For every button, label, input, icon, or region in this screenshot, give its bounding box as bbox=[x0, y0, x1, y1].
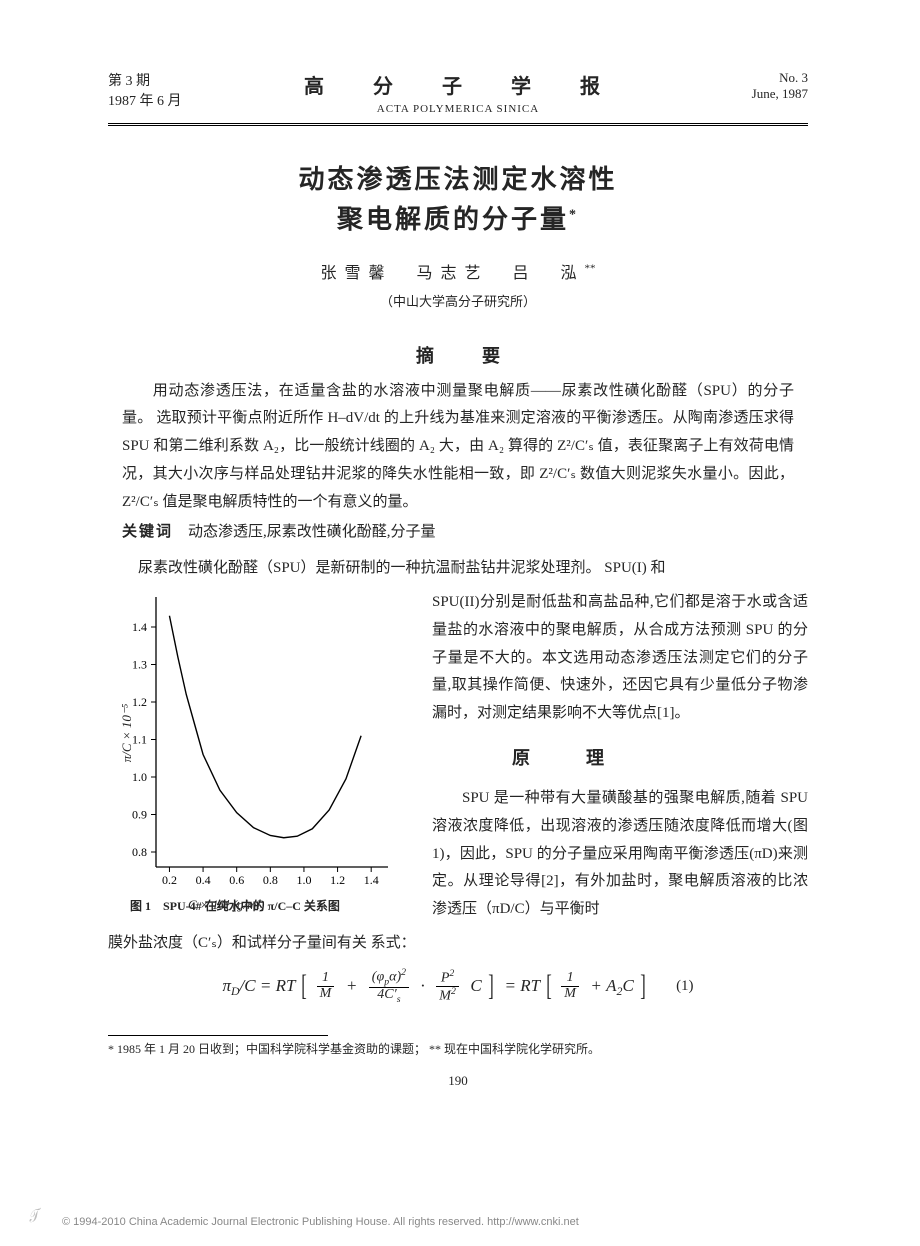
svg-text:1.4: 1.4 bbox=[364, 873, 379, 887]
journal-name-en: ACTA POLYMERICA SINICA bbox=[248, 103, 668, 115]
lead-sentence: 尿素改性磺化酚醛（SPU）是新研制的一种抗温耐盐钻井泥浆处理剂。 SPU(I) … bbox=[108, 555, 808, 583]
equation-number: (1) bbox=[676, 978, 694, 995]
figure-column: 0.80.91.01.11.21.31.40.20.40.60.81.01.21… bbox=[108, 589, 418, 914]
x-axis-label: C × 10⁴ (g/ml) bbox=[188, 897, 264, 913]
header-rule bbox=[108, 123, 808, 126]
lead-text: 尿素改性磺化酚醛（SPU）是新研制的一种抗温耐盐钻井泥浆处理剂。 SPU(I) … bbox=[138, 560, 666, 576]
svg-text:0.4: 0.4 bbox=[196, 873, 211, 887]
author-sup: ** bbox=[585, 262, 596, 274]
keywords-line: 关键词 动态渗透压,尿素改性磺化酚醛,分子量 bbox=[122, 520, 794, 541]
figure-caption: 图 1 SPU-4# 在纯水中的 π/C–C 关系图 bbox=[130, 897, 418, 914]
issue-cn: 第 3 期 bbox=[108, 70, 248, 90]
date-en: June, 1987 bbox=[668, 86, 808, 102]
chart-svg: 0.80.91.01.11.21.31.40.20.40.60.81.01.21… bbox=[108, 589, 400, 891]
y-axis-label: π/C × 10⁻⁵ bbox=[119, 704, 135, 762]
svg-text:1.2: 1.2 bbox=[330, 873, 345, 887]
membrane-line: 膜外盐浓度（C′ₛ）和试样分子量间有关 系式： bbox=[108, 930, 808, 958]
footnote-rule bbox=[108, 1035, 328, 1036]
header-center: 高 分 子 学 报 ACTA POLYMERICA SINICA bbox=[248, 70, 668, 115]
svg-text:1.4: 1.4 bbox=[132, 620, 147, 634]
authors-line: 张雪馨 马志艺 吕 泓** bbox=[108, 259, 808, 283]
article-title: 动态渗透压法测定水溶性 聚电解质的分子量* bbox=[108, 160, 808, 241]
svg-text:1.0: 1.0 bbox=[132, 770, 147, 784]
header-left: 第 3 期 1987 年 6 月 bbox=[108, 70, 248, 110]
running-header: 第 3 期 1987 年 6 月 高 分 子 学 报 ACTA POLYMERI… bbox=[108, 70, 808, 115]
svg-text:1.0: 1.0 bbox=[296, 873, 311, 887]
svg-text:0.8: 0.8 bbox=[132, 845, 147, 859]
figure-1: 0.80.91.01.11.21.31.40.20.40.60.81.01.21… bbox=[108, 589, 400, 891]
issue-en: No. 3 bbox=[668, 70, 808, 86]
date-cn: 1987 年 6 月 bbox=[108, 90, 248, 110]
scan-artifact-icon: 𝒯 bbox=[25, 1207, 42, 1228]
equation-body: πD/C = RT [ 1M + (φpα)24C′s · P2M2 C ] =… bbox=[222, 968, 648, 1006]
affiliation: （中山大学高分子研究所） bbox=[108, 291, 808, 310]
header-right: No. 3 June, 1987 bbox=[668, 70, 808, 102]
title-footnote-mark: * bbox=[569, 208, 579, 223]
text-column: SPU(II)分别是耐低盐和高盐品种,它们都是溶于水或含适量盐的水溶液中的聚电解… bbox=[418, 589, 808, 924]
paragraph-2-text: SPU 是一种带有大量磺酸基的强聚电解质,随着 SPU 溶液浓度降低，出现溶液的… bbox=[432, 790, 808, 917]
svg-text:0.6: 0.6 bbox=[229, 873, 244, 887]
copyright-footer: © 1994-2010 China Academic Journal Elect… bbox=[62, 1216, 579, 1228]
title-line2: 聚电解质的分子量 bbox=[337, 205, 569, 234]
equation-1: πD/C = RT [ 1M + (φpα)24C′s · P2M2 C ] =… bbox=[108, 968, 808, 1006]
journal-name-cn: 高 分 子 学 报 bbox=[258, 70, 668, 99]
footnote: * 1985 年 1 月 20 日收到；中国科学院科学基金资助的课题； ** 现… bbox=[108, 1040, 808, 1057]
svg-text:0.2: 0.2 bbox=[162, 873, 177, 887]
svg-text:0.8: 0.8 bbox=[263, 873, 278, 887]
author-names: 张雪馨 马志艺 吕 泓 bbox=[320, 265, 584, 282]
svg-text:1.3: 1.3 bbox=[132, 658, 147, 672]
page-number: 190 bbox=[108, 1073, 808, 1089]
abstract-text: 用动态渗透压法，在适量含盐的水溶液中测量聚电解质——尿素改性磺化酚醛（SPU）的… bbox=[122, 383, 794, 510]
two-column-block: 0.80.91.01.11.21.31.40.20.40.60.81.01.21… bbox=[108, 589, 808, 924]
page: 第 3 期 1987 年 6 月 高 分 子 学 报 ACTA POLYMERI… bbox=[0, 0, 920, 1246]
svg-text:0.9: 0.9 bbox=[132, 808, 147, 822]
title-line1: 动态渗透压法测定水溶性 bbox=[298, 165, 617, 194]
paragraph-2: SPU 是一种带有大量磺酸基的强聚电解质,随着 SPU 溶液浓度降低，出现溶液的… bbox=[432, 785, 808, 924]
section-heading: 原理 bbox=[512, 742, 808, 775]
abstract-body: 用动态渗透压法，在适量含盐的水溶液中测量聚电解质——尿素改性磺化酚醛（SPU）的… bbox=[122, 378, 794, 517]
keywords-label: 关键词 bbox=[122, 524, 173, 540]
content-column: 第 3 期 1987 年 6 月 高 分 子 学 报 ACTA POLYMERI… bbox=[108, 70, 808, 1089]
keywords-text: 动态渗透压,尿素改性磺化酚醛,分子量 bbox=[173, 524, 436, 540]
paragraph-1: SPU(II)分别是耐低盐和高盐品种,它们都是溶于水或含适量盐的水溶液中的聚电解… bbox=[432, 589, 808, 728]
abstract-heading: 摘要 bbox=[156, 342, 808, 368]
